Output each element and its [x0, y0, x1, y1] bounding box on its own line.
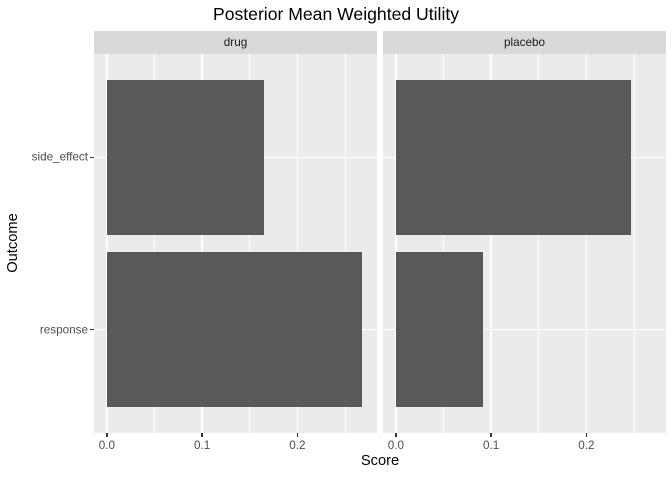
facet-panel-drug	[94, 54, 377, 433]
x-gridline-major	[395, 54, 397, 433]
bar-drug-side_effect	[106, 79, 265, 235]
x-tick	[395, 433, 397, 437]
y-gridline-response	[383, 328, 666, 331]
x-gridline-major	[106, 54, 108, 433]
bar-placebo-side_effect	[395, 79, 632, 235]
x-gridline-minor	[633, 54, 635, 433]
x-gridline-minor	[443, 54, 444, 433]
x-gridline-minor	[249, 54, 251, 433]
x-gridline-minor	[154, 54, 155, 433]
x-tick	[106, 433, 108, 437]
x-tick-label: 0.0	[98, 439, 115, 452]
x-gridline-major	[296, 54, 299, 433]
y-tick	[90, 328, 94, 331]
x-gridline-minor	[344, 54, 346, 433]
facet-panel-placebo	[383, 54, 666, 433]
facet-strip-label-drug: drug	[223, 36, 248, 49]
y-tick	[90, 156, 94, 159]
y-axis-label-response: response	[39, 323, 88, 337]
x-tick-label: 0.2	[289, 439, 306, 452]
x-tick-label: 0.1	[194, 439, 211, 452]
x-tick	[490, 433, 492, 437]
x-gridline-major	[585, 54, 588, 433]
bar-placebo-response	[395, 252, 483, 408]
x-tick	[296, 433, 299, 437]
x-gridline-major	[490, 54, 492, 433]
facet-strip-label-placebo: placebo	[504, 36, 545, 49]
facet-strip-drug: drug	[94, 31, 377, 54]
y-axis-title: Outcome	[5, 213, 21, 273]
chart-title: Posterior Mean Weighted Utility	[212, 4, 460, 24]
facet-strip-placebo: placebo	[383, 31, 666, 54]
x-gridline-major	[201, 54, 203, 433]
x-tick-label: 0.0	[387, 439, 404, 452]
x-tick	[201, 433, 203, 437]
x-tick	[585, 433, 588, 437]
bar-drug-response	[106, 252, 363, 408]
x-gridline-minor	[538, 54, 540, 433]
x-axis-title: Score	[360, 453, 400, 469]
y-axis-label-side_effect: side_effect	[31, 150, 88, 164]
x-tick-label: 0.2	[578, 439, 595, 452]
x-tick-label: 0.1	[483, 439, 500, 452]
